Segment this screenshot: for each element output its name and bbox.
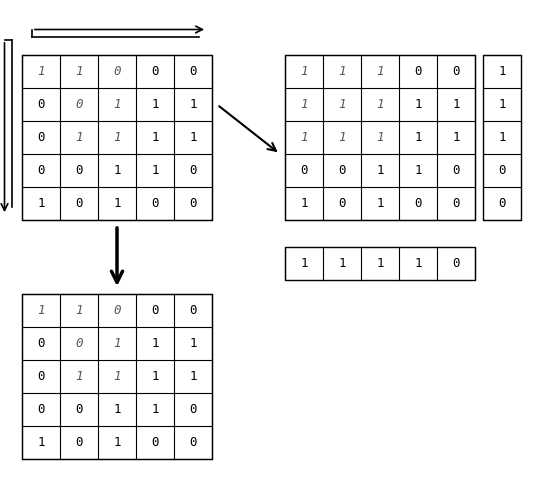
Text: 1: 1	[113, 98, 121, 111]
Text: 0: 0	[452, 65, 459, 78]
Text: 0: 0	[338, 164, 346, 177]
Text: 1: 1	[376, 65, 384, 78]
Text: 0: 0	[37, 164, 45, 177]
Text: 1: 1	[376, 98, 384, 111]
Text: 1: 1	[113, 337, 121, 350]
Text: 0: 0	[75, 98, 83, 111]
Text: 1: 1	[414, 164, 422, 177]
Text: 0: 0	[452, 164, 459, 177]
Text: 1: 1	[37, 304, 45, 317]
Text: 1: 1	[338, 65, 346, 78]
Text: 1: 1	[414, 257, 422, 270]
Text: 1: 1	[152, 98, 159, 111]
Text: 1: 1	[152, 164, 159, 177]
Text: 0: 0	[75, 337, 83, 350]
Text: 1: 1	[414, 98, 422, 111]
Text: 0: 0	[189, 65, 197, 78]
Text: 0: 0	[338, 197, 346, 210]
Text: 0: 0	[75, 197, 83, 210]
Text: 1: 1	[300, 257, 308, 270]
Text: 0: 0	[152, 65, 159, 78]
Text: 1: 1	[152, 403, 159, 416]
Text: 0: 0	[75, 164, 83, 177]
Text: 1: 1	[300, 98, 308, 111]
Text: 1: 1	[338, 257, 346, 270]
Text: 1: 1	[75, 304, 83, 317]
Text: 1: 1	[113, 131, 121, 144]
Bar	[22, 294, 212, 459]
Text: 0: 0	[152, 197, 159, 210]
Text: 1: 1	[376, 164, 384, 177]
Text: 1: 1	[376, 131, 384, 144]
Text: 1: 1	[498, 65, 506, 78]
Text: 1: 1	[452, 131, 459, 144]
Text: 1: 1	[152, 131, 159, 144]
Text: 0: 0	[189, 436, 197, 449]
Text: 1: 1	[37, 65, 45, 78]
Text: 0: 0	[189, 403, 197, 416]
Text: 1: 1	[189, 131, 197, 144]
Text: 1: 1	[414, 131, 422, 144]
Text: 0: 0	[189, 197, 197, 210]
Text: 0: 0	[152, 436, 159, 449]
Text: 0: 0	[37, 98, 45, 111]
Text: 1: 1	[376, 257, 384, 270]
Text: 0: 0	[37, 337, 45, 350]
Text: 1: 1	[113, 370, 121, 383]
Text: 0: 0	[452, 197, 459, 210]
Text: 1: 1	[452, 98, 459, 111]
Text: 0: 0	[37, 131, 45, 144]
Text: 1: 1	[152, 337, 159, 350]
Text: 1: 1	[338, 98, 346, 111]
Text: 0: 0	[189, 304, 197, 317]
Text: 0: 0	[37, 403, 45, 416]
Text: 0: 0	[498, 197, 506, 210]
Text: 1: 1	[300, 65, 308, 78]
Text: 1: 1	[498, 131, 506, 144]
Text: 0: 0	[498, 164, 506, 177]
Text: 1: 1	[113, 164, 121, 177]
Text: 1: 1	[75, 370, 83, 383]
Text: 0: 0	[189, 164, 197, 177]
Text: 0: 0	[113, 304, 121, 317]
Text: 1: 1	[75, 131, 83, 144]
Text: 0: 0	[37, 370, 45, 383]
Text: 0: 0	[414, 65, 422, 78]
Bar	[285, 55, 475, 220]
Text: 1: 1	[113, 197, 121, 210]
Text: 0: 0	[300, 164, 308, 177]
Bar	[285, 247, 475, 280]
Text: 0: 0	[452, 257, 459, 270]
Text: 1: 1	[376, 197, 384, 210]
Bar	[22, 55, 212, 220]
Text: 0: 0	[414, 197, 422, 210]
Text: 1: 1	[75, 65, 83, 78]
Text: 0: 0	[152, 304, 159, 317]
Text: 1: 1	[37, 436, 45, 449]
Bar	[483, 55, 521, 220]
Text: 1: 1	[37, 197, 45, 210]
Text: 1: 1	[300, 197, 308, 210]
Text: 0: 0	[75, 436, 83, 449]
Text: 1: 1	[189, 337, 197, 350]
Text: 1: 1	[152, 370, 159, 383]
Text: 1: 1	[338, 131, 346, 144]
Text: 1: 1	[113, 403, 121, 416]
Text: 1: 1	[113, 436, 121, 449]
Text: 1: 1	[189, 370, 197, 383]
Text: 0: 0	[75, 403, 83, 416]
Text: 0: 0	[113, 65, 121, 78]
Text: 1: 1	[189, 98, 197, 111]
Text: 1: 1	[498, 98, 506, 111]
Text: 1: 1	[300, 131, 308, 144]
